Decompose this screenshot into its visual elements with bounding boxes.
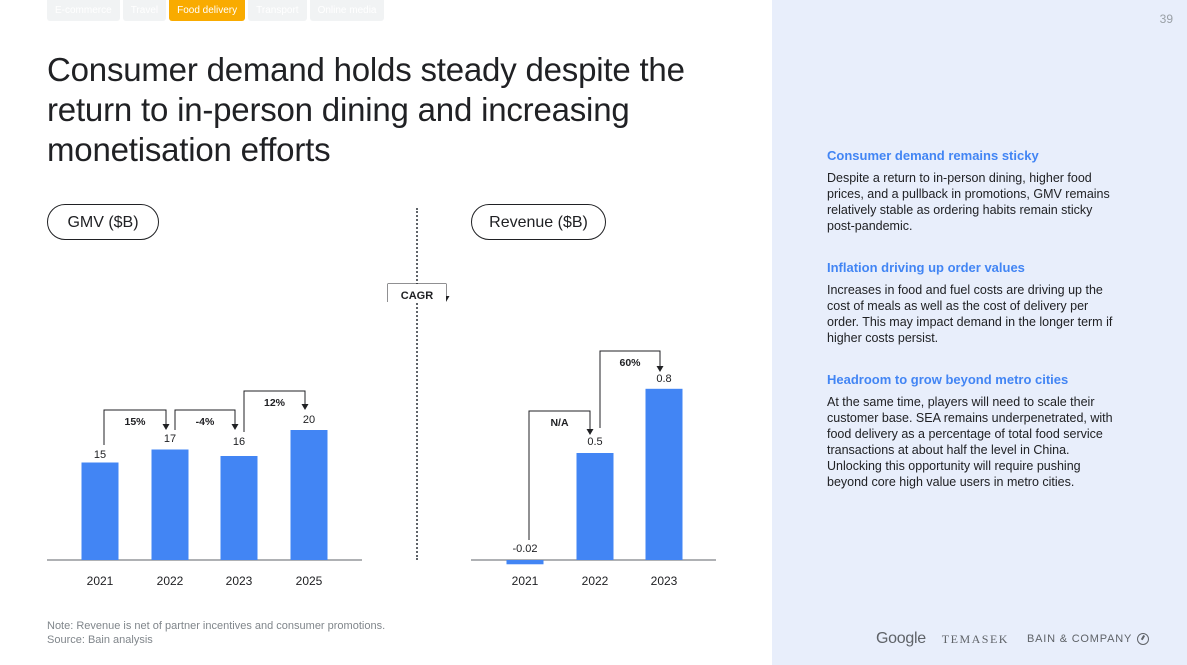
growth-label: N/A — [550, 417, 569, 429]
tab-online-media[interactable]: Online media — [309, 0, 385, 21]
footnotes: Note: Revenue is net of partner incentiv… — [47, 619, 385, 647]
bain-compass-icon — [1137, 633, 1150, 645]
partner-logos: Google TEMASEK BAIN & COMPANY — [876, 629, 1150, 649]
growth-label: 60% — [619, 357, 641, 369]
insight-item: Inflation driving up order values Increa… — [827, 260, 1117, 346]
bar — [220, 456, 258, 560]
bain-logo: BAIN & COMPANY — [1026, 633, 1133, 645]
tab-transport[interactable]: Transport — [248, 0, 307, 21]
value-label: 0.8 — [656, 373, 671, 385]
gmv-chart-title: GMV ($B) — [47, 204, 159, 240]
value-label: 0.5 — [587, 436, 602, 448]
value-label: 16 — [233, 436, 245, 448]
growth-arrow — [301, 404, 309, 410]
value-label: 20 — [303, 414, 315, 426]
revenue-bar-chart: -0.02 2021 0.5 2022 0.8 2023 N/A 60% — [471, 350, 716, 588]
category-label: 2021 — [512, 574, 539, 588]
revenue-chart-title: Revenue ($B) — [471, 204, 606, 240]
insight-heading: Inflation driving up order values — [827, 260, 1025, 275]
growth-label: 15% — [124, 416, 146, 428]
value-label: 15 — [94, 449, 106, 461]
category-label: 2022 — [157, 574, 184, 588]
category-label: 2023 — [226, 574, 253, 588]
insight-body: Despite a return to in-person dining, hi… — [827, 171, 1110, 233]
google-logo: Google — [876, 630, 926, 647]
category-label: 2023 — [651, 574, 678, 588]
category-label: 2022 — [582, 574, 609, 588]
note-text: Note: Revenue is net of partner incentiv… — [47, 620, 386, 632]
source-text: Source: Bain analysis — [47, 634, 153, 646]
growth-bracket — [528, 410, 591, 540]
value-label: 17 — [164, 433, 176, 445]
insight-heading: Consumer demand remains sticky — [827, 148, 1039, 163]
growth-arrow — [231, 424, 239, 430]
tab-travel[interactable]: Travel — [122, 0, 167, 21]
category-label: 2025 — [296, 574, 323, 588]
tab-e-commerce[interactable]: E-commerce — [47, 0, 120, 21]
insight-item: Consumer demand remains sticky Despite a… — [827, 148, 1117, 234]
bar — [290, 430, 328, 560]
chart-panel — [0, 0, 772, 665]
temasek-logo: TEMASEK — [941, 631, 1009, 646]
page-number: 39 — [1159, 12, 1173, 26]
growth-arrow — [586, 429, 594, 435]
growth-bracket — [243, 390, 306, 432]
insight-heading: Headroom to grow beyond metro cities — [827, 372, 1069, 387]
growth-arrow — [656, 366, 664, 372]
bar — [151, 449, 189, 560]
growth-label: 12% — [264, 397, 286, 409]
bar — [506, 560, 544, 565]
insight-body: At the same time, players will need to s… — [827, 395, 1113, 489]
bar — [81, 462, 119, 560]
insight-body: Increases in food and fuel costs are dri… — [827, 283, 1113, 345]
value-label: -0.02 — [512, 543, 537, 555]
growth-bracket — [103, 409, 167, 445]
chart-divider — [416, 208, 418, 560]
category-label: 2021 — [87, 574, 114, 588]
bar — [645, 388, 683, 560]
growth-bracket — [599, 350, 661, 428]
cagr-label: CAGR — [388, 284, 446, 302]
insights-panel — [772, 0, 1187, 665]
gmv-bar-chart: 15 2021 17 2022 16 2023 20 2025 15% -4% 12% — [47, 390, 362, 588]
insight-item: Headroom to grow beyond metro cities At … — [827, 372, 1117, 490]
bar — [576, 453, 614, 560]
section-tabs: E-commerce Travel Food delivery Transpor… — [47, 0, 387, 21]
insights-list: Consumer demand remains sticky Despite a… — [827, 148, 1117, 516]
page-title: Consumer demand holds steady despite the… — [47, 51, 685, 168]
growth-bracket — [174, 409, 236, 430]
growth-label: -4% — [196, 416, 215, 428]
tab-food-delivery[interactable]: Food delivery — [169, 0, 246, 21]
growth-arrow — [162, 424, 170, 430]
